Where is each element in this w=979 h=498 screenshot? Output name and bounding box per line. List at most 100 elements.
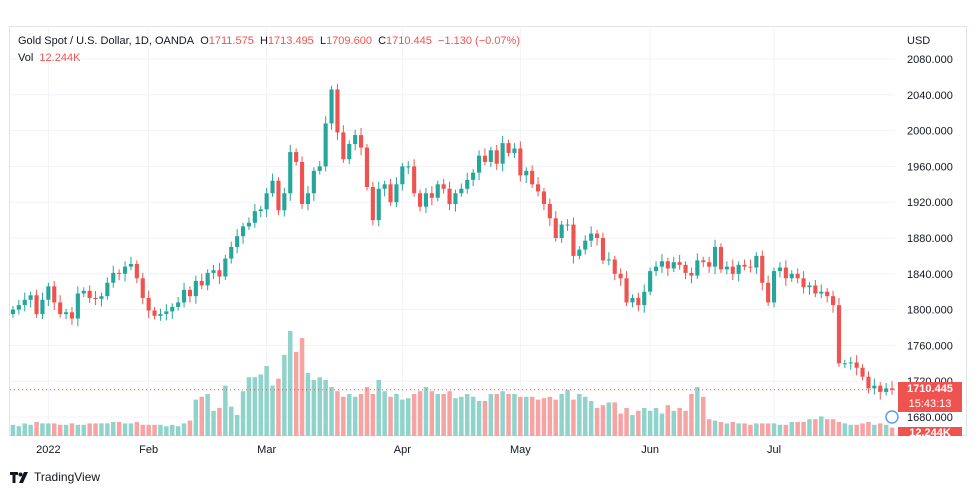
candle-body — [299, 161, 305, 204]
ohlc-legend: Gold Spot / U.S. Dollar, 1D, OANDA O1711… — [18, 35, 520, 47]
volume-bar — [577, 394, 582, 436]
flag-icon — [885, 410, 899, 424]
candle-body — [75, 293, 80, 319]
volume-bar — [211, 410, 216, 436]
candle-body — [860, 367, 865, 377]
volume-bar — [175, 426, 181, 436]
candle-body — [600, 238, 606, 261]
candle-body — [364, 147, 370, 187]
volume-bar — [712, 420, 718, 436]
volume-bar — [382, 391, 387, 436]
volume-bar — [618, 413, 623, 436]
candle-body — [830, 296, 836, 306]
volume-bar — [146, 424, 151, 436]
volume-label: Vol — [18, 52, 34, 64]
volume-bar — [111, 422, 116, 436]
y-tick-label: 1680.000 — [907, 412, 953, 424]
candle-body — [63, 312, 69, 315]
volume-bar — [364, 387, 370, 436]
candle-body — [671, 262, 676, 269]
candle-body — [866, 376, 871, 389]
volume-bar — [164, 426, 169, 436]
volume-bar — [99, 423, 104, 436]
candle-body — [288, 152, 293, 194]
x-tick-label: Feb — [139, 444, 158, 456]
candle-body — [400, 166, 405, 185]
candle-body — [665, 261, 670, 269]
volume-bar — [665, 405, 671, 436]
candle-body — [28, 295, 33, 300]
volume-bar — [52, 423, 57, 436]
volume-bar — [400, 399, 405, 436]
volume-legend: Vol 12.244K — [18, 52, 80, 64]
candle-body — [40, 299, 45, 315]
candle-body — [577, 249, 582, 256]
candle-body — [500, 143, 505, 164]
candle-body — [223, 258, 228, 277]
high-label: H — [259, 35, 268, 47]
candle-body — [524, 170, 529, 176]
candle-body — [848, 362, 853, 364]
candle-body — [476, 155, 482, 173]
volume-bar — [323, 380, 328, 436]
volume-bar — [600, 405, 606, 436]
candle-body — [465, 179, 470, 189]
volume-bar — [824, 419, 830, 436]
candle-body — [813, 285, 818, 294]
candle-body — [730, 266, 735, 274]
volume-bar — [406, 398, 411, 436]
volume-bar — [683, 410, 688, 436]
y-tick-label: 1760.000 — [907, 340, 953, 352]
symbol-label: Gold Spot / U.S. Dollar, 1D, OANDA — [18, 35, 195, 47]
volume-bar — [465, 394, 470, 436]
candle-body — [783, 267, 788, 279]
x-tick-label: May — [510, 444, 531, 456]
candle-body — [760, 255, 765, 283]
volume-bar — [311, 380, 317, 436]
low-label: L — [319, 35, 327, 47]
candle-body — [317, 166, 322, 171]
candle-body — [81, 290, 86, 294]
candle-body — [530, 170, 535, 185]
candle-body — [695, 260, 700, 276]
x-tick-label: Jul — [767, 444, 781, 456]
volume-bar — [370, 394, 376, 436]
volume-bar — [706, 419, 712, 436]
candle-body — [836, 305, 842, 364]
candle-body — [394, 184, 399, 203]
candle-body — [406, 166, 411, 168]
volume-bar — [258, 374, 263, 436]
candle-body — [742, 264, 747, 267]
volume-bar — [75, 424, 81, 436]
candle-body — [358, 135, 364, 148]
candle-body — [347, 144, 352, 160]
countdown-tag: 15:43:13 — [898, 397, 962, 412]
volume-bar — [181, 423, 187, 436]
candle-body — [329, 89, 334, 124]
candle-body — [311, 170, 316, 194]
candle-body — [211, 270, 216, 273]
currency-label: USD — [907, 35, 931, 47]
candle-body — [506, 143, 511, 153]
candle-body — [453, 193, 458, 204]
volume-bar — [10, 424, 16, 436]
volume-bar — [435, 394, 440, 436]
candle-body — [801, 278, 806, 288]
volume-bar — [81, 424, 86, 436]
volume-bar — [270, 385, 275, 436]
candle-body — [494, 150, 499, 164]
volume-bar — [240, 391, 246, 436]
volume-bar — [282, 354, 287, 436]
volume-bar — [500, 391, 505, 436]
volume-bar — [158, 424, 163, 436]
volume-bar — [63, 424, 69, 436]
candle-body — [807, 285, 812, 288]
volume-bar — [630, 415, 635, 436]
change-value: −1.130 (−0.07%) — [438, 35, 520, 47]
volume-bar — [854, 424, 859, 436]
candle-body — [93, 297, 98, 299]
candle-body — [541, 191, 547, 204]
candle-body — [34, 295, 39, 315]
volume-bar — [264, 366, 269, 436]
